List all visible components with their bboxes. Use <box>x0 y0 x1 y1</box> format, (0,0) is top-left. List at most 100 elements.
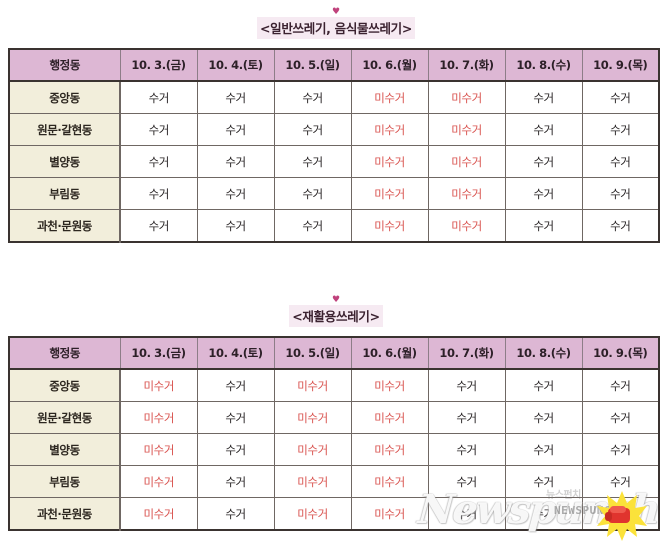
status-cell: 미수거 <box>273 433 352 466</box>
status-cell: 미수거 <box>427 209 506 243</box>
status-cell: 미수거 <box>119 465 198 498</box>
table-row: 부림동 수거 수거 수거 미수거 미수거 수거 수거 <box>8 177 660 210</box>
status-cell: 수거 <box>581 465 660 498</box>
table-header-row: 행정동 10. 3.(금) 10. 4.(토) 10. 5.(일) 10. 6.… <box>8 336 660 370</box>
status-cell: 수거 <box>196 113 275 146</box>
status-cell: 수거 <box>581 433 660 466</box>
status-cell: 수거 <box>196 433 275 466</box>
status-cell: 수거 <box>581 368 660 402</box>
status-cell: 미수거 <box>350 497 429 531</box>
column-header-day-3: 10. 5.(일) <box>273 48 352 82</box>
column-header-dong: 행정동 <box>8 48 121 82</box>
status-cell: 수거 <box>273 145 352 178</box>
status-cell: 수거 <box>119 177 198 210</box>
status-cell: 미수거 <box>350 433 429 466</box>
status-cell: 수거 <box>504 80 583 114</box>
status-cell: 수거 <box>504 113 583 146</box>
row-header-dong: 중앙동 <box>8 368 121 402</box>
table-2-wrapper: 행정동 10. 3.(금) 10. 4.(토) 10. 5.(일) 10. 6.… <box>8 336 672 531</box>
status-cell: 수거 <box>427 497 506 531</box>
row-header-dong: 중앙동 <box>8 80 121 114</box>
column-header-day-1: 10. 3.(금) <box>119 48 198 82</box>
status-cell: 미수거 <box>119 433 198 466</box>
row-header-dong: 원문·갈현동 <box>8 401 121 434</box>
table-2-head: 행정동 10. 3.(금) 10. 4.(토) 10. 5.(일) 10. 6.… <box>8 336 660 370</box>
recycling-waste-table: 행정동 10. 3.(금) 10. 4.(토) 10. 5.(일) 10. 6.… <box>8 336 660 531</box>
status-cell: 미수거 <box>119 368 198 402</box>
status-cell: 수거 <box>196 145 275 178</box>
table-1-head: 행정동 10. 3.(금) 10. 4.(토) 10. 5.(일) 10. 6.… <box>8 48 660 82</box>
column-header-day-5: 10. 7.(화) <box>427 336 506 370</box>
column-header-day-4: 10. 6.(월) <box>350 48 429 82</box>
status-cell: 수거 <box>196 497 275 531</box>
status-cell: 수거 <box>504 145 583 178</box>
row-header-dong: 과천·문원동 <box>8 209 121 243</box>
status-cell: 미수거 <box>427 113 506 146</box>
table-row: 과천·문원동 수거 수거 수거 미수거 미수거 수거 수거 <box>8 209 660 243</box>
column-header-day-6: 10. 8.(수) <box>504 336 583 370</box>
status-cell: 수거 <box>504 209 583 243</box>
status-cell: 수거 <box>119 80 198 114</box>
column-header-day-2: 10. 4.(토) <box>196 336 275 370</box>
section-2-header: ♥ <재활용쓰레기> <box>0 296 672 327</box>
status-cell: 수거 <box>273 113 352 146</box>
status-cell: 수거 <box>504 497 583 531</box>
status-cell: 미수거 <box>273 465 352 498</box>
table-row: 별양동 수거 수거 수거 미수거 미수거 수거 수거 <box>8 145 660 178</box>
status-cell: 수거 <box>504 401 583 434</box>
status-cell: 수거 <box>504 465 583 498</box>
table-row: 원문·갈현동 미수거 수거 미수거 미수거 수거 수거 수거 <box>8 401 660 434</box>
general-waste-table: 행정동 10. 3.(금) 10. 4.(토) 10. 5.(일) 10. 6.… <box>8 48 660 243</box>
table-1-body: 중앙동 수거 수거 수거 미수거 미수거 수거 수거 원문·갈현동 수거 수거 … <box>8 80 660 243</box>
status-cell: 수거 <box>581 113 660 146</box>
status-cell: 미수거 <box>350 80 429 114</box>
heart-icon: ♥ <box>331 295 341 305</box>
section-recycling-waste: ♥ <재활용쓰레기> 행정동 10. 3.(금) 10. 4.(토) 10. 5… <box>0 296 672 531</box>
row-header-dong: 원문·갈현동 <box>8 113 121 146</box>
status-cell: 미수거 <box>427 145 506 178</box>
row-header-dong: 부림동 <box>8 177 121 210</box>
status-cell: 수거 <box>119 113 198 146</box>
status-cell: 수거 <box>581 80 660 114</box>
table-2-body: 중앙동 미수거 수거 미수거 미수거 수거 수거 수거 원문·갈현동 미수거 수… <box>8 368 660 531</box>
status-cell: 수거 <box>504 368 583 402</box>
status-cell: 미수거 <box>350 113 429 146</box>
table-row: 중앙동 미수거 수거 미수거 미수거 수거 수거 수거 <box>8 368 660 402</box>
table-1-wrapper: 행정동 10. 3.(금) 10. 4.(토) 10. 5.(일) 10. 6.… <box>8 48 672 243</box>
heart-icon: ♥ <box>331 7 341 17</box>
column-header-day-7: 10. 9.(목) <box>581 336 660 370</box>
status-cell: 수거 <box>581 497 660 531</box>
section-1-title: <일반쓰레기, 음식물쓰레기> <box>256 17 416 39</box>
column-header-day-7: 10. 9.(목) <box>581 48 660 82</box>
status-cell: 수거 <box>273 177 352 210</box>
status-cell: 수거 <box>581 209 660 243</box>
row-header-dong: 별양동 <box>8 145 121 178</box>
section-1-header: ♥ <일반쓰레기, 음식물쓰레기> <box>0 8 672 39</box>
status-cell: 수거 <box>427 401 506 434</box>
column-header-dong: 행정동 <box>8 336 121 370</box>
status-cell: 미수거 <box>350 177 429 210</box>
column-header-day-5: 10. 7.(화) <box>427 48 506 82</box>
section-general-waste: ♥ <일반쓰레기, 음식물쓰레기> 행정동 10. 3.(금) 10. 4.(토… <box>0 8 672 243</box>
table-row: 별양동 미수거 수거 미수거 미수거 수거 수거 수거 <box>8 433 660 466</box>
status-cell: 수거 <box>504 433 583 466</box>
column-header-day-2: 10. 4.(토) <box>196 48 275 82</box>
status-cell: 수거 <box>427 465 506 498</box>
status-cell: 수거 <box>427 433 506 466</box>
status-cell: 미수거 <box>427 177 506 210</box>
status-cell: 수거 <box>196 465 275 498</box>
status-cell: 수거 <box>273 209 352 243</box>
status-cell: 수거 <box>581 401 660 434</box>
row-header-dong: 부림동 <box>8 465 121 498</box>
status-cell: 수거 <box>196 80 275 114</box>
status-cell: 미수거 <box>350 209 429 243</box>
status-cell: 미수거 <box>119 497 198 531</box>
column-header-day-6: 10. 8.(수) <box>504 48 583 82</box>
row-header-dong: 과천·문원동 <box>8 497 121 531</box>
status-cell: 수거 <box>196 177 275 210</box>
status-cell: 수거 <box>119 145 198 178</box>
status-cell: 수거 <box>196 209 275 243</box>
status-cell: 미수거 <box>273 401 352 434</box>
status-cell: 수거 <box>427 368 506 402</box>
